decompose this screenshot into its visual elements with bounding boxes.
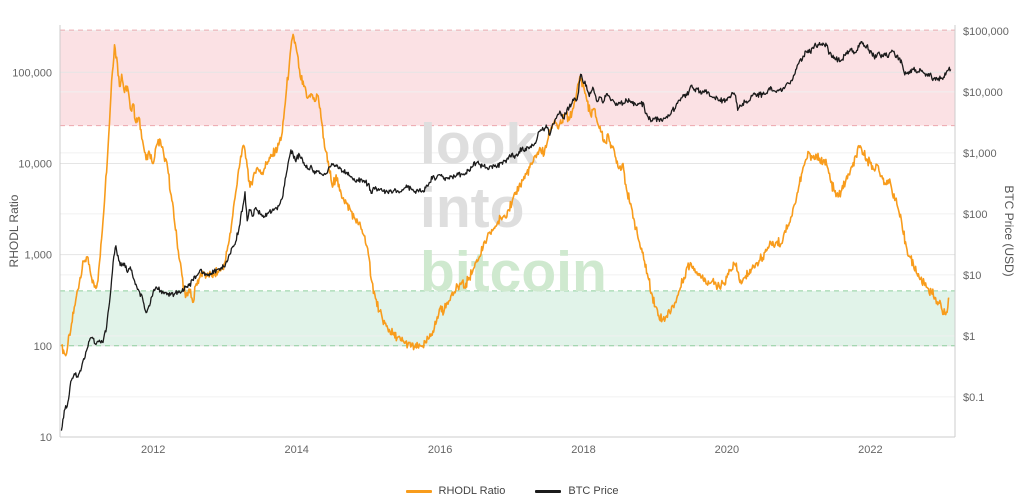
svg-text:2014: 2014 bbox=[284, 444, 308, 456]
svg-text:100: 100 bbox=[34, 341, 52, 353]
svg-text:1,000: 1,000 bbox=[24, 250, 52, 262]
svg-text:bitcoin: bitcoin bbox=[420, 240, 607, 304]
svg-text:$0.1: $0.1 bbox=[963, 392, 984, 404]
left-axis-title: RHODL Ratio bbox=[7, 194, 21, 268]
svg-text:2020: 2020 bbox=[715, 444, 739, 456]
btc-line-swatch-icon bbox=[535, 489, 562, 493]
rhodl-line-swatch-icon bbox=[405, 489, 432, 493]
svg-text:100,000: 100,000 bbox=[12, 67, 52, 79]
right-axis-title: BTC Price (USD) bbox=[1002, 185, 1016, 277]
svg-text:$1: $1 bbox=[963, 331, 975, 343]
svg-text:2022: 2022 bbox=[858, 444, 882, 456]
svg-text:10,000: 10,000 bbox=[18, 159, 52, 171]
svg-text:$1,000: $1,000 bbox=[963, 148, 997, 160]
legend: RHODL Ratio BTC Price bbox=[0, 485, 1024, 497]
svg-text:$100,000: $100,000 bbox=[963, 26, 1009, 38]
svg-text:look: look bbox=[420, 112, 537, 176]
svg-text:2016: 2016 bbox=[428, 444, 452, 456]
svg-text:10: 10 bbox=[40, 432, 52, 444]
legend-label-btc: BTC Price bbox=[568, 485, 619, 497]
legend-item-rhodl[interactable]: RHODL Ratio bbox=[405, 485, 506, 497]
svg-text:$100: $100 bbox=[963, 209, 987, 221]
svg-text:into: into bbox=[420, 176, 524, 240]
svg-text:$10: $10 bbox=[963, 270, 981, 282]
legend-item-btc[interactable]: BTC Price bbox=[535, 485, 618, 497]
svg-text:$10,000: $10,000 bbox=[963, 87, 1003, 99]
svg-text:2012: 2012 bbox=[141, 444, 165, 456]
legend-label-rhodl: RHODL Ratio bbox=[438, 485, 506, 497]
svg-text:2018: 2018 bbox=[571, 444, 595, 456]
